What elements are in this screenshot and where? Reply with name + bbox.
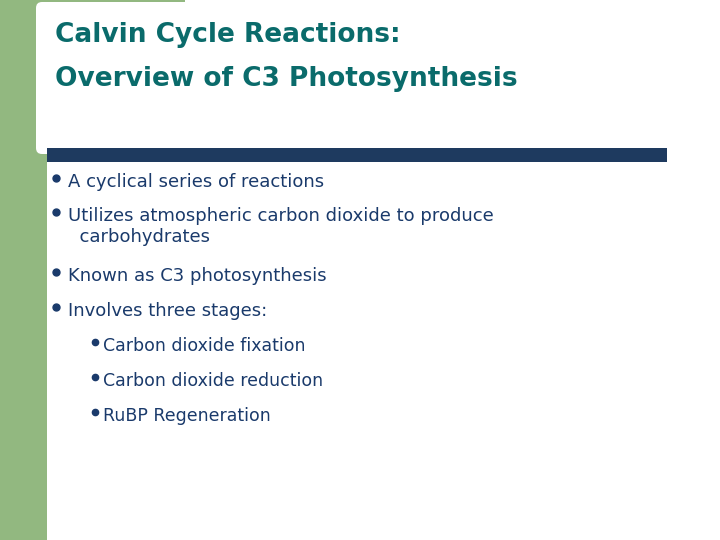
Text: Involves three stages:: Involves three stages: [68, 302, 267, 320]
Text: Overview of C3 Photosynthesis: Overview of C3 Photosynthesis [55, 66, 518, 92]
Text: Calvin Cycle Reactions:: Calvin Cycle Reactions: [55, 22, 400, 48]
Text: Known as C3 photosynthesis: Known as C3 photosynthesis [68, 267, 327, 285]
FancyBboxPatch shape [36, 2, 720, 154]
Text: RuBP Regeneration: RuBP Regeneration [103, 407, 271, 425]
Text: A cyclical series of reactions: A cyclical series of reactions [68, 173, 324, 191]
Bar [0, 0, 185, 108]
Bar [0, 0, 47, 540]
Bar [47, 148, 667, 162]
Text: Carbon dioxide fixation: Carbon dioxide fixation [103, 337, 305, 355]
Text: Carbon dioxide reduction: Carbon dioxide reduction [103, 372, 323, 390]
Text: Utilizes atmospheric carbon dioxide to produce
  carbohydrates: Utilizes atmospheric carbon dioxide to p… [68, 207, 494, 246]
